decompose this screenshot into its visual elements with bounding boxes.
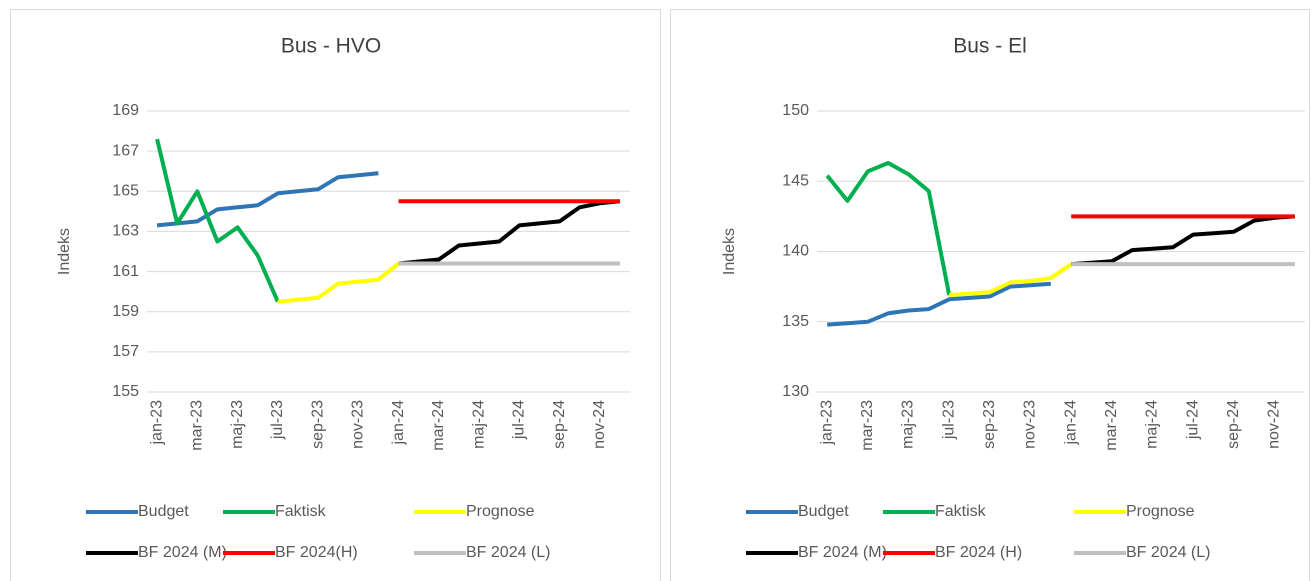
series-line [825,161,952,296]
x-tick-label: jan-24 [1062,400,1079,446]
y-tick-label: 140 [782,243,809,260]
x-tick-label: mar-23 [859,400,876,451]
x-tick-label: sep-23 [981,400,998,449]
legend-label: Prognose [1126,503,1195,520]
y-tick-label: 130 [782,383,809,400]
x-tick-label: sep-24 [1225,400,1242,449]
x-tick-label: nov-24 [1266,400,1283,449]
x-tick-label: jul-24 [511,400,528,440]
x-tick-label: nov-24 [591,400,608,449]
series-line [827,281,1051,327]
series-line [277,261,400,304]
x-tick-label: maj-23 [229,400,246,449]
y-tick-label: 163 [112,223,139,240]
x-tick-label: jan-23 [818,400,835,446]
x-tick-label: jan-24 [390,400,407,446]
legend-label: BF 2024 (M) [798,544,887,561]
legend-label: Budget [798,503,849,520]
x-tick-label: jan-23 [148,400,165,446]
y-tick-label: 150 [782,102,809,119]
x-tick-label: nov-23 [350,400,367,449]
series-line [949,262,1073,298]
legend-label: Budget [138,503,189,520]
y-tick-label: 155 [112,383,139,400]
x-tick-label: maj-23 [900,400,917,449]
x-tick-label: jul-23 [269,400,286,440]
y-tick-label: 161 [112,263,139,280]
legend-label: Faktisk [935,503,987,520]
x-tick-label: jul-23 [940,400,957,440]
y-tick-label: 157 [112,343,139,360]
y-tick-label: 135 [782,313,809,330]
y-axis-label: Indeks [56,228,73,275]
series-line [156,171,379,228]
legend-label: BF 2024 (L) [466,544,550,561]
series-line [1071,214,1295,267]
panel [10,9,661,581]
x-tick-label: maj-24 [470,400,487,449]
x-tick-label: maj-24 [1144,400,1161,449]
series-line [155,138,280,303]
x-tick-label: mar-24 [430,400,447,451]
x-tick-label: sep-23 [309,400,326,449]
legend-label: Prognose [466,503,535,520]
x-tick-label: sep-24 [551,400,568,449]
chart-title: Bus - El [953,35,1027,58]
x-tick-label: mar-24 [1103,400,1120,451]
y-tick-label: 169 [112,102,139,119]
chart-title: Bus - HVO [281,35,381,58]
legend-label: BF 2024 (M) [138,544,227,561]
legend-label: Faktisk [275,503,327,520]
y-tick-label: 167 [112,142,139,159]
series-line [398,199,621,266]
y-tick-label: 159 [112,303,139,320]
legend-label: BF 2024(H) [275,544,358,561]
legend-label: BF 2024 (H) [935,544,1022,561]
legend-label: BF 2024 (L) [1126,544,1210,561]
y-tick-label: 165 [112,183,139,200]
x-tick-label: jul-24 [1184,400,1201,440]
y-tick-label: 145 [782,172,809,189]
y-axis-label: Indeks [721,228,738,275]
x-tick-label: nov-23 [1022,400,1039,449]
x-tick-label: mar-23 [189,400,206,451]
